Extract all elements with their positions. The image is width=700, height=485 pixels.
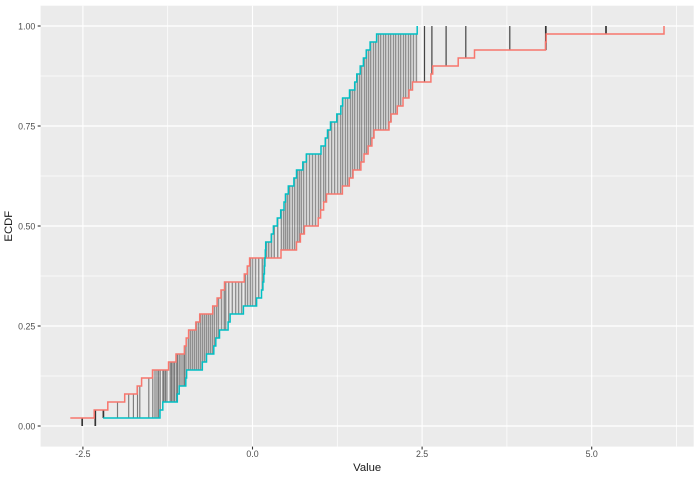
svg-text:0.00: 0.00 <box>18 421 35 431</box>
svg-text:0.75: 0.75 <box>18 121 35 131</box>
svg-text:2.5: 2.5 <box>416 449 428 459</box>
svg-text:1.00: 1.00 <box>18 21 35 31</box>
svg-text:0.50: 0.50 <box>18 221 35 231</box>
svg-text:Value: Value <box>353 462 381 474</box>
svg-text:-2.5: -2.5 <box>75 449 90 459</box>
svg-text:5.0: 5.0 <box>586 449 598 459</box>
svg-text:0.25: 0.25 <box>18 321 35 331</box>
svg-text:0.0: 0.0 <box>246 449 258 459</box>
svg-text:ECDF: ECDF <box>3 211 15 242</box>
